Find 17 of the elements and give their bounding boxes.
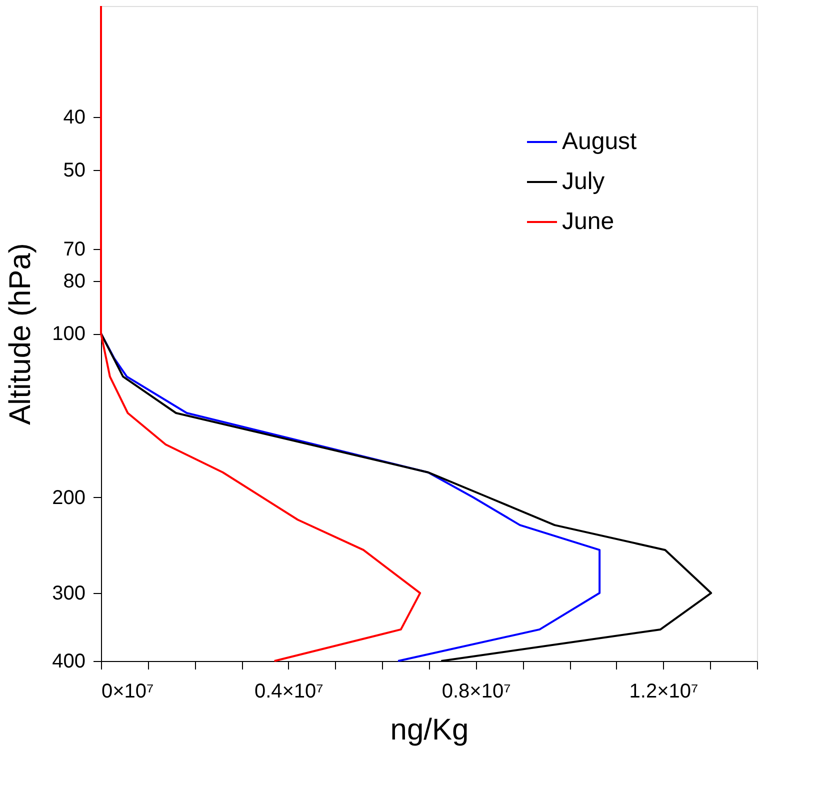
legend-label: June bbox=[562, 208, 614, 235]
y-axis-title: Altitude (hPa) bbox=[4, 243, 38, 425]
y-tick-label: 100 bbox=[52, 323, 86, 345]
x-tick-label: 0.8×10⁷ bbox=[442, 680, 511, 702]
x-tick-label: 0.4×10⁷ bbox=[254, 680, 324, 702]
legend-label: July bbox=[562, 168, 605, 195]
x-tick-label: 1.2×10⁷ bbox=[629, 680, 698, 702]
y-tick-label: 80 bbox=[63, 270, 86, 292]
y-tick-label: 200 bbox=[52, 486, 86, 509]
y-tick-label: 300 bbox=[52, 582, 86, 605]
legend-label: August bbox=[562, 128, 638, 155]
x-tick-label: 0×10⁷ bbox=[102, 680, 154, 702]
y-tick-label: 70 bbox=[63, 238, 86, 261]
x-axis-title: ng/Kg bbox=[390, 714, 469, 746]
y-tick-label: 40 bbox=[63, 106, 86, 129]
y-tick-label: 50 bbox=[63, 159, 86, 182]
y-tick-label: 400 bbox=[52, 650, 86, 672]
